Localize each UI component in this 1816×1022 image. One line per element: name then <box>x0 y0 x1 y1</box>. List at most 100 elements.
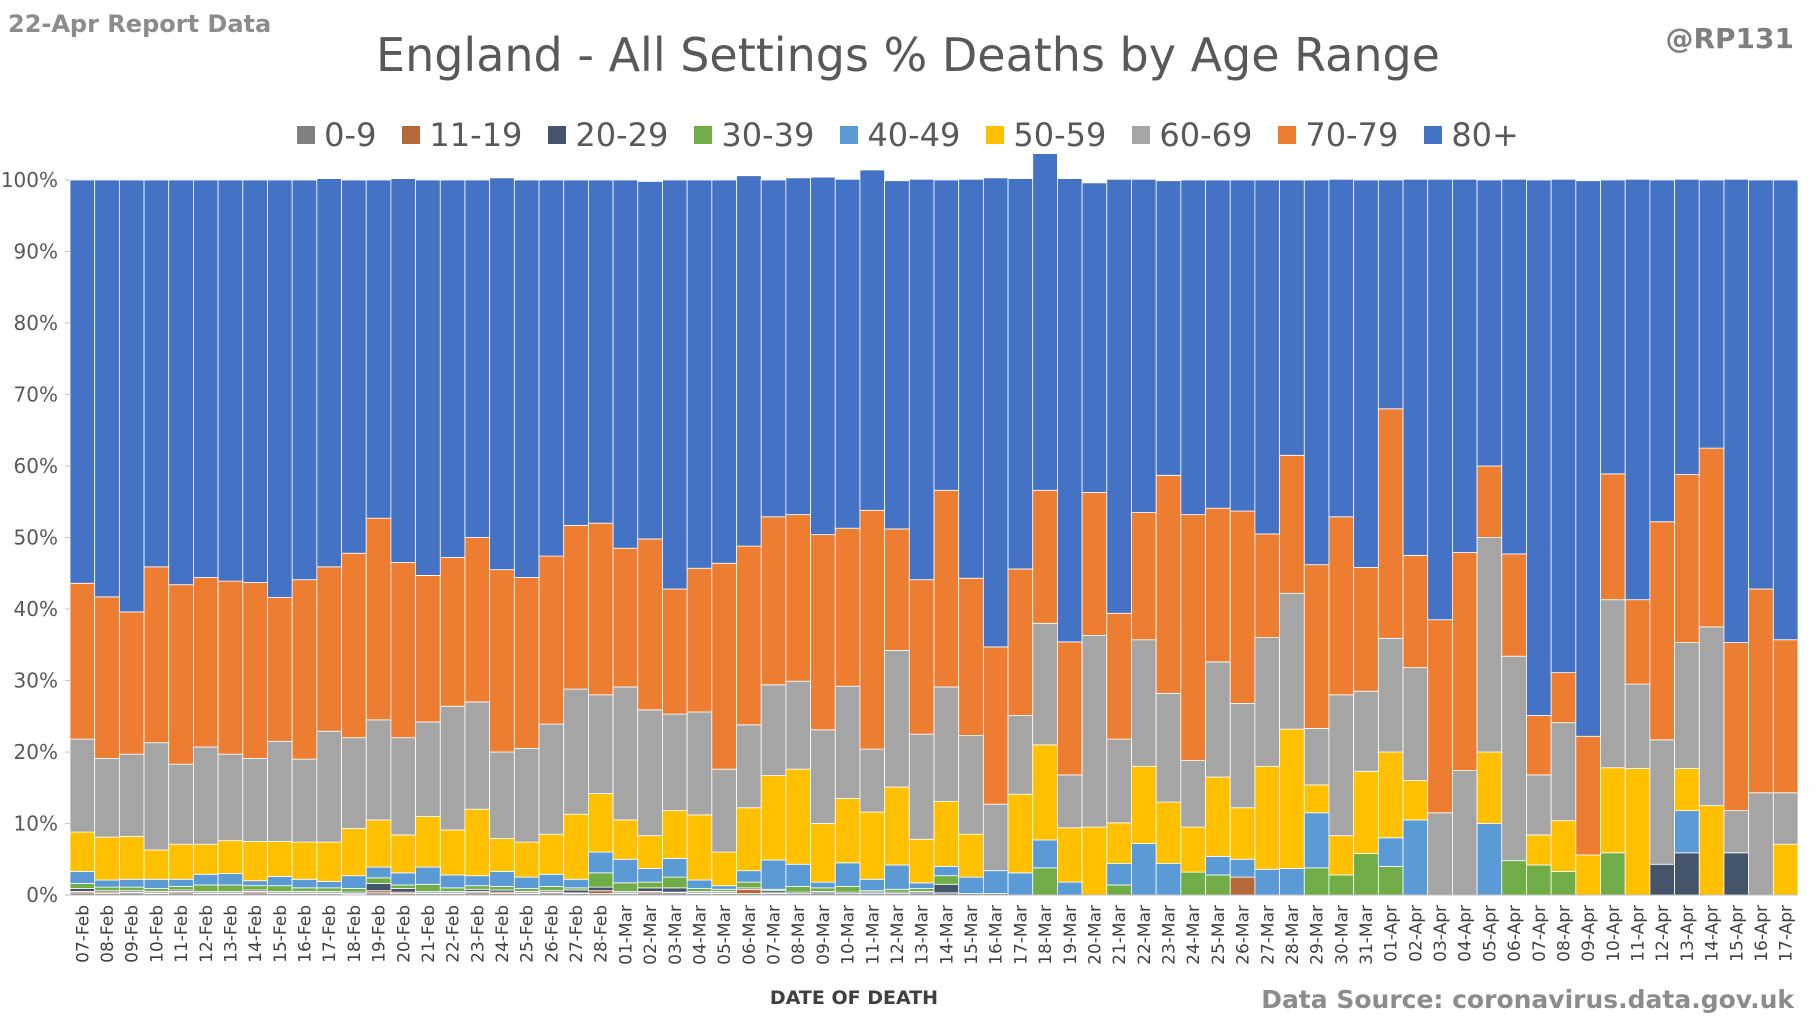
bar-segment <box>217 884 244 892</box>
bar-segment <box>1328 178 1355 518</box>
x-tick-label: 27-Mar <box>1258 905 1278 965</box>
bar-segment <box>1229 876 1256 896</box>
bar-segment <box>439 887 466 892</box>
bar-segment <box>143 878 170 889</box>
bar-segment <box>1007 715 1034 795</box>
bar-segment <box>736 881 762 889</box>
x-tick-label: 19-Mar <box>1061 905 1081 965</box>
bar-segment <box>859 811 886 880</box>
x-tick-label: 16-Apr <box>1752 905 1772 962</box>
bar-segment <box>415 866 441 885</box>
bar-segment <box>513 748 540 843</box>
bar-segment <box>982 646 1009 805</box>
bar-segment <box>736 175 762 547</box>
bar-segment <box>933 686 960 802</box>
bar-segment <box>365 877 392 884</box>
x-tick-label: 12-Feb <box>197 905 217 963</box>
bar-segment <box>1328 516 1355 696</box>
bar-segment <box>538 555 565 725</box>
bar-segment <box>1698 447 1725 628</box>
bar-segment <box>1377 637 1404 753</box>
bar-segment <box>69 179 96 584</box>
bar-segment <box>365 819 392 868</box>
bar-segment <box>1501 553 1527 657</box>
bar-segment <box>1007 872 1034 896</box>
bar-segment <box>933 179 960 491</box>
bar-segment <box>242 885 268 891</box>
bar-segment <box>859 748 886 813</box>
bar-segment <box>612 819 639 860</box>
bar-segment <box>1106 738 1132 824</box>
bar-segment <box>612 686 639 821</box>
bar-segment <box>94 886 120 892</box>
x-tick-label: 06-Apr <box>1505 905 1525 962</box>
bar-segment <box>1402 819 1429 896</box>
bar-segment <box>1723 810 1750 854</box>
bar-segment <box>390 884 416 889</box>
x-tick-label: 17-Apr <box>1777 905 1797 962</box>
bar-segment <box>834 886 861 893</box>
x-tick-label: 05-Apr <box>1480 905 1500 962</box>
x-tick-label: 21-Feb <box>419 905 439 963</box>
x-tick-label: 09-Mar <box>814 905 834 965</box>
x-tick-label: 13-Apr <box>1678 905 1698 962</box>
bar-segment <box>439 179 466 558</box>
bar-segment <box>859 169 886 511</box>
bar-segment <box>1057 774 1083 829</box>
bar-segment <box>588 793 614 853</box>
legend-swatch <box>1424 126 1443 144</box>
bar-segment <box>415 815 441 868</box>
bar-segment <box>810 176 836 536</box>
x-tick-label: 16-Mar <box>987 905 1007 965</box>
x-tick-label: 15-Mar <box>962 905 982 965</box>
x-tick-label: 02-Apr <box>1406 905 1426 962</box>
bar-segment <box>1377 751 1404 839</box>
bar-segment <box>1550 178 1577 674</box>
bar-segment <box>785 768 811 865</box>
bar-segment <box>168 584 194 765</box>
legend-item: 70-79 <box>1278 116 1398 154</box>
bar-segment <box>1649 863 1675 896</box>
x-tick-label: 04-Mar <box>690 905 710 965</box>
bar-segment <box>711 885 737 890</box>
bar-segment <box>1303 728 1330 786</box>
bar-segment <box>982 803 1009 872</box>
bar-segment <box>958 833 984 878</box>
bar-segment <box>217 753 244 842</box>
bar-segment <box>1303 867 1330 896</box>
bar-segment <box>489 838 515 872</box>
bar-segment <box>1501 655 1527 862</box>
bar-segment <box>1674 474 1700 644</box>
bar-segment <box>94 836 120 881</box>
bar-segment <box>1131 639 1157 767</box>
legend-item: 0-9 <box>297 116 376 154</box>
bar-segment <box>390 872 416 886</box>
bar-segment <box>1180 179 1206 516</box>
bar-segment <box>1674 810 1700 854</box>
bar-segment <box>513 841 540 878</box>
bar-segment <box>1057 641 1083 776</box>
bar-segment <box>637 887 663 892</box>
x-tick-label: 27-Feb <box>567 905 587 963</box>
bar-segment <box>1575 735 1601 856</box>
x-tick-label: 13-Feb <box>221 905 241 963</box>
bar-segment <box>1452 552 1478 771</box>
bar-segment <box>464 701 491 810</box>
bar-segment <box>1205 874 1231 896</box>
legend-label: 0-9 <box>324 116 377 154</box>
bar-segment <box>415 883 441 892</box>
y-tick-label: 70% <box>14 383 58 407</box>
bar-segment <box>1600 852 1626 896</box>
bar-segment <box>1155 180 1182 476</box>
legend-item: 20-29 <box>548 116 668 154</box>
bar-segment <box>588 890 614 894</box>
bar-segment <box>588 179 614 524</box>
bar-segment <box>193 843 219 875</box>
bar-segment <box>711 179 737 564</box>
bar-segment <box>982 177 1009 648</box>
bar-segment <box>1624 178 1651 601</box>
bar-segment <box>1476 823 1503 896</box>
bar-segment <box>267 179 293 598</box>
bar-segment <box>1032 622 1058 746</box>
bar-segment <box>1427 619 1453 814</box>
